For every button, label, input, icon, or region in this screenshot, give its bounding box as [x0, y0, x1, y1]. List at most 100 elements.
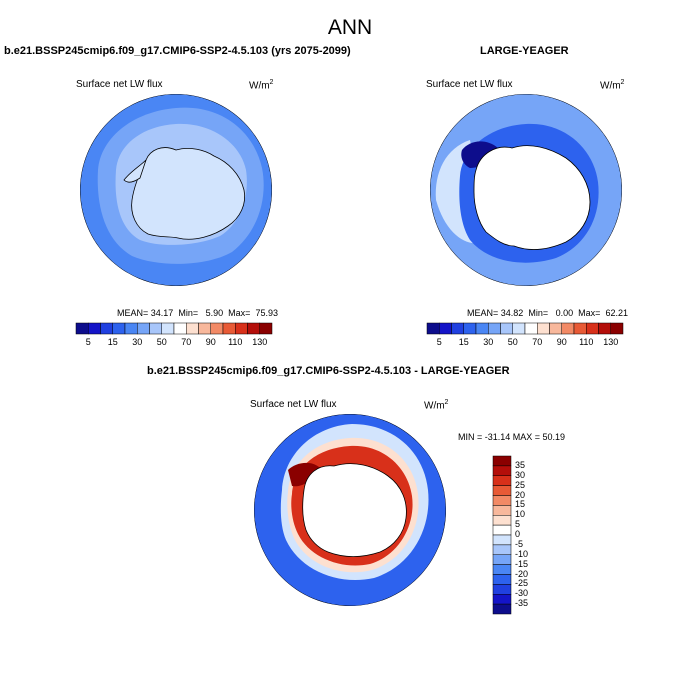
colorbar-swatch: [492, 534, 512, 546]
colorbar-swatch: [492, 524, 512, 536]
colorbar-swatch: [524, 322, 538, 335]
colorbar-swatch: [492, 465, 512, 476]
model-units-exp: 2: [269, 79, 274, 86]
colorbar-tick-label: 5: [436, 337, 442, 347]
colorbar-swatch: [492, 475, 512, 486]
colorbar-tick-label: 110: [228, 337, 243, 347]
colorbar-swatch: [492, 564, 512, 575]
model-variable-label: Surface net LW flux: [76, 79, 163, 90]
colorbar-swatch: [259, 322, 273, 335]
colorbar-tick-label: 10: [515, 509, 526, 520]
obs-colorbar: [426, 322, 624, 335]
colorbar-tick-label: 30: [483, 337, 494, 347]
colorbar-swatch: [586, 322, 599, 335]
colorbar-swatch: [492, 505, 512, 516]
diff-units-base: W/m: [424, 400, 445, 412]
colorbar-tick-label: 130: [603, 337, 619, 347]
colorbar-swatch: [222, 322, 236, 335]
colorbar-tick-label: -5: [515, 538, 524, 549]
colorbar-swatch: [492, 485, 512, 496]
colorbar-swatch: [186, 322, 199, 335]
colorbar-swatch: [198, 322, 211, 335]
colorbar-tick-label: 90: [556, 337, 567, 347]
diff-stats: MIN = -31.14 MAX = 50.19: [458, 432, 566, 442]
colorbar-tick-label: 15: [515, 499, 526, 510]
colorbar-tick-label: -10: [515, 548, 529, 559]
colorbar-tick-label: 0: [515, 529, 521, 539]
colorbar-swatch: [247, 322, 260, 335]
colorbar-swatch: [210, 322, 224, 335]
colorbar-swatch: [492, 584, 512, 595]
diff-panel-title: b.e21.BSSP245cmip6.f09_g17.CMIP6-SSP2-4.…: [147, 365, 510, 377]
colorbar-swatch: [112, 322, 126, 335]
obs-units-label: W/m2: [600, 79, 624, 91]
colorbar-tick-label: 25: [515, 479, 526, 490]
model-colorbar: [75, 322, 273, 335]
colorbar-tick-label: 15: [107, 337, 118, 347]
colorbar-swatch: [475, 322, 489, 335]
colorbar-tick-label: -25: [515, 578, 529, 589]
colorbar-swatch: [100, 322, 113, 335]
colorbar-tick-label: -30: [515, 588, 529, 599]
model-units-label: W/m2: [249, 79, 273, 91]
colorbar-swatch: [488, 322, 501, 335]
model-mean-value: 34.17: [150, 308, 174, 318]
main-title: ANN: [327, 16, 373, 39]
obs-map: [430, 94, 622, 286]
obs-units-base: W/m: [600, 80, 621, 92]
diff-antarctica: [302, 463, 407, 557]
obs-panel-title: LARGE-YEAGER: [480, 45, 569, 57]
diff-units-exp: 2: [444, 399, 449, 406]
colorbar-swatch: [88, 322, 101, 335]
colorbar-swatch: [492, 515, 512, 526]
obs-weddell-dark: [461, 141, 498, 168]
colorbar-tick-label: 15: [458, 337, 469, 347]
colorbar-tick-label: 70: [532, 337, 543, 347]
model-max-label: Max=: [228, 308, 251, 318]
colorbar-swatch: [426, 322, 440, 335]
colorbar-tick-label: -15: [515, 558, 529, 569]
obs-max-value: 62.21: [605, 308, 628, 318]
model-min-label: Min=: [178, 308, 199, 318]
diff-units-label: W/m2: [424, 399, 448, 411]
obs-mean-value: 34.82: [500, 308, 524, 318]
colorbar-swatch: [463, 322, 477, 335]
colorbar-swatch: [598, 322, 611, 335]
colorbar-tick-label: 30: [132, 337, 143, 347]
obs-antarctica: [473, 145, 591, 250]
obs-mean-label: MEAN=: [467, 308, 499, 318]
model-panel-title: b.e21.BSSP245cmip6.f09_g17.CMIP6-SSP2-4.…: [4, 45, 351, 57]
obs-min-value: 0.00: [555, 308, 574, 318]
colorbar-tick-label: 110: [579, 337, 594, 347]
model-antarctica: [131, 147, 246, 240]
colorbar-swatch: [492, 495, 512, 506]
colorbar-tick-label: 130: [252, 337, 268, 347]
colorbar-tick-label: 50: [507, 337, 518, 347]
colorbar-swatch: [235, 322, 248, 335]
colorbar-swatch: [512, 322, 526, 335]
obs-variable-label: Surface net LW flux: [426, 79, 513, 90]
obs-units-exp: 2: [620, 79, 625, 86]
colorbar-swatch: [124, 322, 138, 335]
colorbar-tick-label: 20: [515, 489, 526, 500]
colorbar-tick-label: -35: [515, 598, 529, 609]
model-mean-label: MEAN=: [117, 308, 149, 318]
colorbar-swatch: [561, 322, 575, 335]
colorbar-tick-label: 70: [181, 337, 192, 347]
obs-min-label: Min=: [528, 308, 549, 318]
colorbar-tick-label: 5: [85, 337, 91, 347]
model-min-value: 5.90: [205, 308, 224, 318]
colorbar-swatch: [610, 322, 624, 335]
model-stats: MEAN= 34.17 Min= 5.90 Max= 75.93: [117, 308, 278, 318]
colorbar-swatch: [549, 322, 562, 335]
colorbar-tick-label: 30: [515, 469, 526, 480]
colorbar-swatch: [537, 322, 550, 335]
diff-map: [254, 414, 446, 606]
colorbar-swatch: [492, 594, 512, 605]
colorbar-swatch: [492, 455, 512, 467]
obs-stats: MEAN= 34.82 Min= 0.00 Max= 62.21: [467, 308, 628, 318]
colorbar-tick-label: 5: [515, 519, 521, 530]
diff-variable-label: Surface net LW flux: [250, 399, 337, 410]
colorbar-swatch: [492, 544, 512, 555]
